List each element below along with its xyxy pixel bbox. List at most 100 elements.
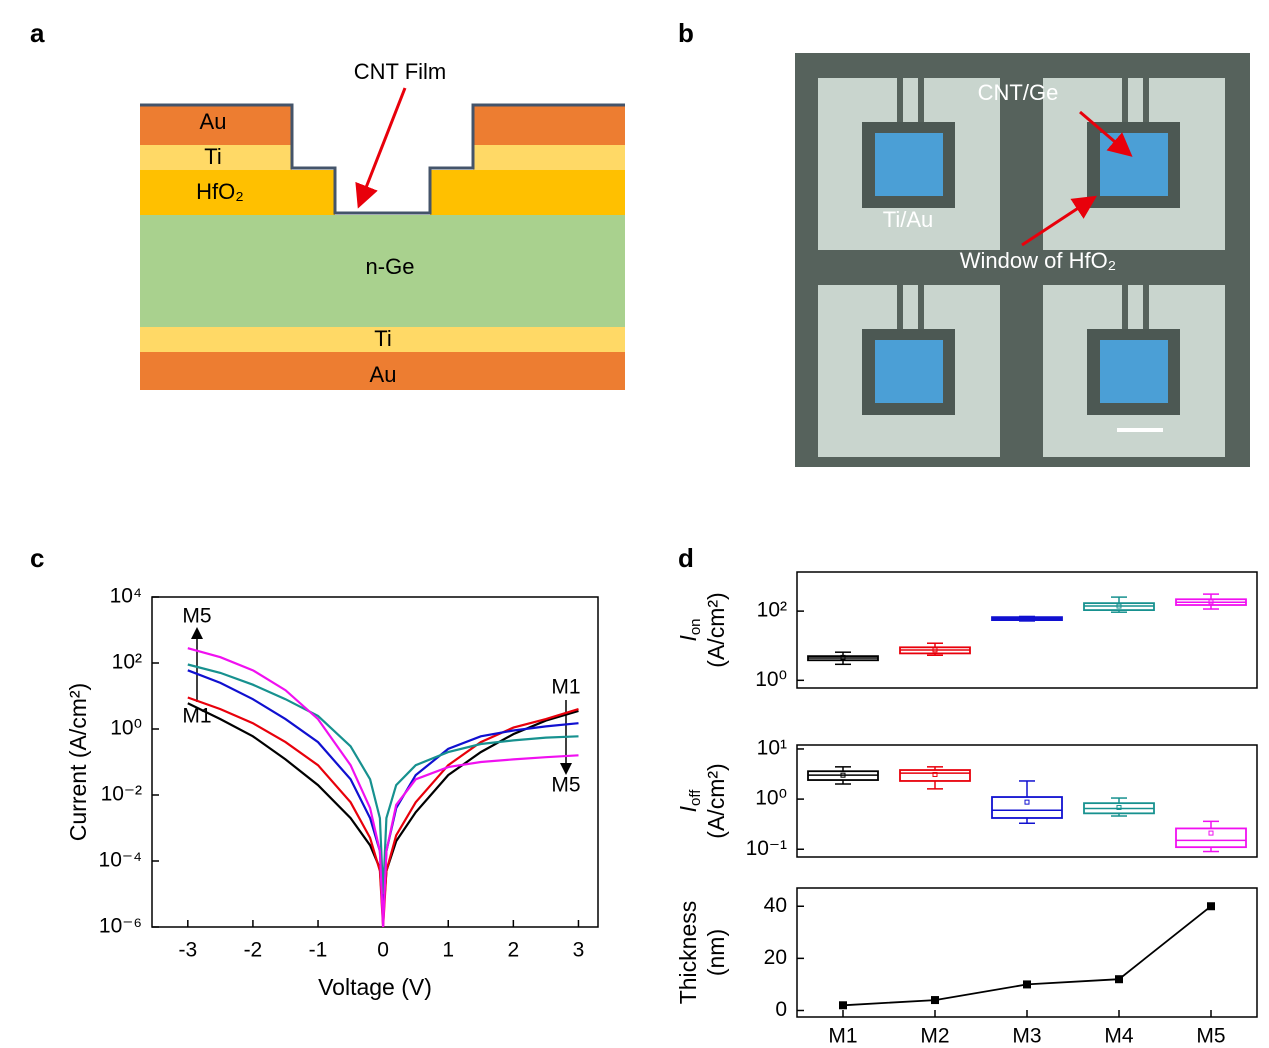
ge-layer — [140, 215, 625, 327]
image-label: CNT/Ge — [978, 80, 1059, 105]
data-point — [931, 996, 939, 1005]
mean — [1116, 603, 1122, 609]
mean — [1208, 599, 1214, 605]
iv-curve — [187, 663, 579, 895]
scale-bar — [1117, 428, 1163, 432]
hfo2-layer — [430, 170, 625, 215]
y-tick-label: 10⁻¹ — [746, 837, 787, 860]
y-axis-label: Ioff — [675, 789, 704, 813]
y-tick-label: 10⁰ — [755, 668, 787, 691]
x-tick-label: -1 — [309, 939, 328, 962]
layer-diagram: CNT Film Au Ti HfO₂ n-Ge Ti Au — [140, 59, 625, 390]
data-point — [1023, 980, 1031, 989]
thickness-line — [842, 905, 1212, 1007]
panel-label: b — [678, 18, 694, 48]
layer-label: Au — [370, 362, 397, 387]
panel-label: a — [30, 18, 45, 48]
cnt-film — [140, 103, 625, 215]
panel-label: d — [678, 543, 694, 573]
y-tick-label: 10⁻⁴ — [99, 849, 142, 872]
annotation: M5 — [551, 774, 580, 797]
cnt-window — [875, 133, 943, 196]
au-layer — [473, 105, 625, 145]
box — [1175, 827, 1247, 849]
mean — [840, 772, 846, 778]
mean — [1024, 799, 1030, 805]
micrograph: CNT/Ge Ti/Au Window of HfO₂ — [795, 53, 1250, 467]
layer-label: HfO₂ — [196, 179, 244, 204]
x-tick-label: M4 — [1104, 1025, 1133, 1048]
gap — [918, 78, 924, 124]
mean — [1116, 804, 1122, 810]
callout-arrow — [355, 87, 407, 209]
mean — [840, 654, 846, 660]
ti-layer — [140, 145, 292, 170]
callout-arrow — [1079, 110, 1133, 157]
label-symbol: I — [675, 805, 701, 812]
y-axis-label: (A/cm²) — [703, 592, 729, 667]
panel-label: c — [30, 543, 44, 573]
callout-label: CNT Film — [354, 59, 446, 84]
mean — [1024, 616, 1030, 622]
x-tick-label: -3 — [178, 939, 197, 962]
y-axis-label: Current (A/cm²) — [65, 683, 91, 841]
callout-arrow — [1021, 195, 1098, 247]
x-tick-label: M5 — [1196, 1025, 1225, 1048]
y-tick-label: 10¹ — [757, 737, 787, 760]
y-tick-label: 20 — [764, 946, 787, 969]
y-tick-label: 40 — [764, 894, 787, 917]
y-axis-label: (nm) — [703, 929, 729, 976]
mean — [932, 771, 938, 777]
y-axis-label: Ion — [675, 618, 704, 641]
x-tick-label: M3 — [1012, 1025, 1041, 1048]
y-tick-label: 0 — [775, 998, 787, 1021]
data-point — [1115, 975, 1123, 984]
y-tick-label: 10⁰ — [755, 787, 787, 810]
device-pad — [818, 78, 1000, 250]
mean — [1208, 830, 1214, 836]
x-tick-label: M1 — [828, 1025, 857, 1048]
image-label: Window of HfO₂ — [960, 248, 1116, 273]
plot-frame — [796, 887, 1258, 1018]
label-symbol: I — [675, 635, 701, 642]
annotation: M1 — [182, 705, 211, 728]
plot-frame — [796, 571, 1258, 689]
au-layer — [140, 105, 292, 145]
layer-label: n-Ge — [366, 254, 415, 279]
y-tick-label: 10² — [112, 651, 142, 674]
y-axis-label: (A/cm²) — [703, 763, 729, 838]
annotation: M1 — [551, 676, 580, 699]
x-tick-label: -2 — [244, 939, 263, 962]
x-tick-label: 2 — [508, 939, 520, 962]
y-tick-label: 10² — [757, 599, 787, 622]
ti-layer — [140, 327, 625, 352]
au-layer — [140, 352, 625, 390]
label-subscript: on — [687, 618, 704, 635]
gap — [897, 78, 903, 124]
image-label: Ti/Au — [883, 207, 934, 232]
y-tick-label: 10⁴ — [110, 585, 142, 608]
data-point — [1207, 902, 1215, 911]
y-tick-label: 10⁻² — [101, 783, 142, 806]
mean — [932, 647, 938, 653]
x-tick-label: 3 — [573, 939, 585, 962]
y-tick-label: 10⁰ — [110, 717, 142, 740]
ti-layer — [473, 145, 625, 170]
y-tick-label: 10⁻⁶ — [99, 915, 142, 938]
x-tick-label: 1 — [442, 939, 454, 962]
x-axis-label: Voltage (V) — [318, 974, 432, 1000]
x-tick-label: M2 — [920, 1025, 949, 1048]
box — [899, 769, 971, 782]
box — [991, 796, 1063, 819]
label-subscript: off — [687, 789, 704, 806]
hfo2-layer — [140, 170, 335, 215]
plot-frame — [151, 596, 599, 928]
iv-curve — [187, 647, 579, 928]
x-tick-label: 0 — [377, 939, 389, 962]
data-point — [839, 1001, 847, 1010]
layer-label: Ti — [204, 144, 222, 169]
annotation: M5 — [182, 605, 211, 628]
layer-label: Ti — [374, 326, 392, 351]
y-axis-label: Thickness — [675, 901, 701, 1005]
